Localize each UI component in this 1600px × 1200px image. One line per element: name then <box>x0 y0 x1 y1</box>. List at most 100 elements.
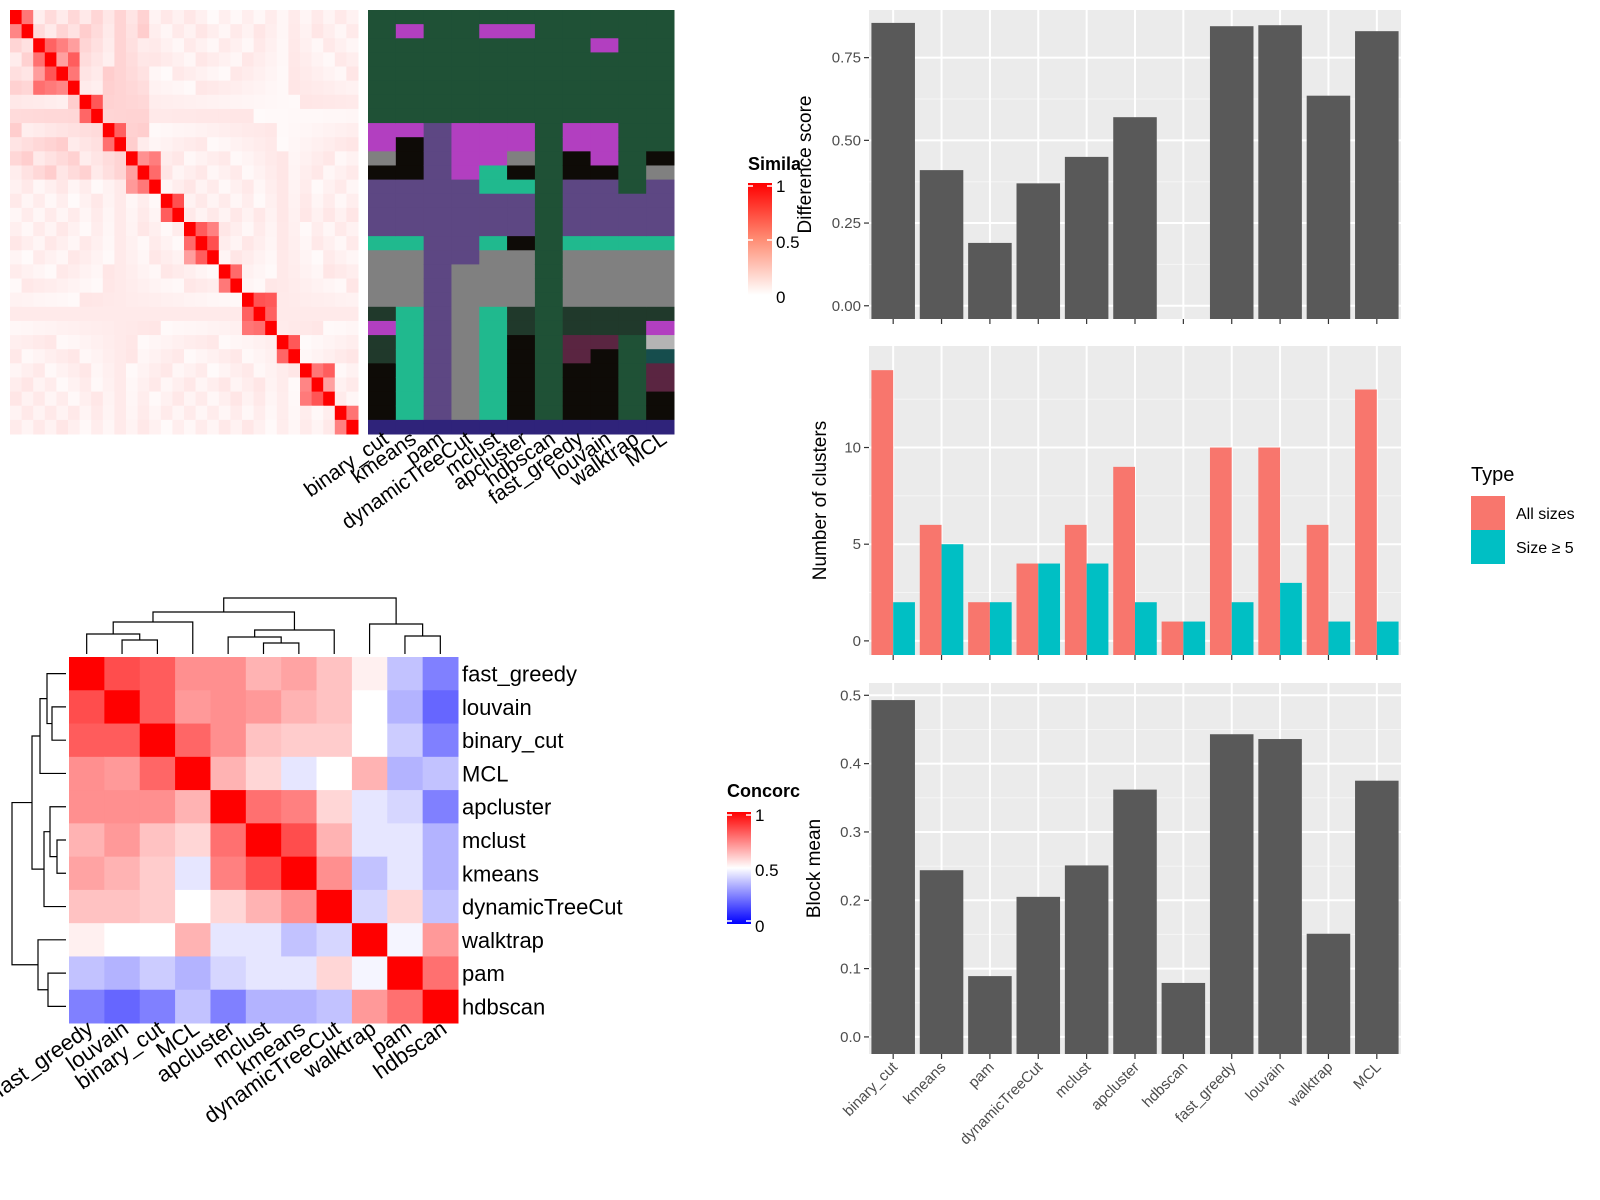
membership-cell <box>368 66 397 82</box>
similarity-cell <box>114 137 127 152</box>
bar <box>1161 621 1184 655</box>
similarity-cell <box>33 292 46 308</box>
membership-cell <box>479 94 508 110</box>
similarity-cell <box>230 405 243 421</box>
similarity-cell <box>346 320 359 336</box>
similarity-cell <box>276 94 289 110</box>
similarity-cell <box>265 320 278 336</box>
similarity-cell <box>323 377 336 393</box>
number-of-clusters-chart: 0 5 10 Number of clusters <box>810 346 1401 660</box>
similarity-cell <box>137 94 150 110</box>
similarity-cell <box>33 335 46 350</box>
membership-cell <box>590 38 619 53</box>
membership-cell <box>395 292 425 308</box>
similarity-cell <box>334 123 347 138</box>
similarity-cell <box>44 193 57 209</box>
membership-cell <box>562 207 592 223</box>
similarity-cell <box>288 108 301 124</box>
similarity-cell <box>172 278 185 294</box>
concordance-cell <box>316 923 353 957</box>
similarity-cell <box>346 349 359 364</box>
membership-cell <box>507 419 536 435</box>
dendrogram-branch <box>49 806 66 858</box>
similarity-cell <box>346 66 359 82</box>
concordance-cell <box>69 856 105 891</box>
similarity-cell <box>10 292 23 308</box>
similarity-cell <box>160 419 173 435</box>
similarity-cell <box>346 222 359 237</box>
concordance-cell <box>316 723 353 758</box>
similarity-cell <box>91 207 104 223</box>
similarity-cell <box>253 278 266 294</box>
membership-cell <box>368 179 397 195</box>
similarity-cell <box>323 349 336 364</box>
similarity-cell <box>21 264 34 280</box>
similarity-cell <box>184 52 197 68</box>
membership-cell <box>395 278 425 294</box>
similarity-cell <box>56 335 69 350</box>
membership-cell <box>618 94 647 110</box>
similarity-cell <box>195 278 208 294</box>
similarity-cell <box>91 193 104 209</box>
membership-cell <box>368 236 397 251</box>
concordance-cell <box>281 723 318 758</box>
similarity-cell <box>242 80 255 96</box>
similarity-cell <box>44 151 57 166</box>
y-tick-label: 10 <box>844 440 861 457</box>
similarity-cell <box>91 80 104 96</box>
membership-cell <box>534 10 564 25</box>
similarity-cell <box>311 278 324 294</box>
similarity-cell <box>265 264 278 280</box>
membership-cell <box>646 363 675 378</box>
similarity-cell <box>276 419 289 435</box>
membership-cell <box>423 179 452 195</box>
similarity-cell <box>323 179 336 195</box>
similarity-cell <box>311 306 324 322</box>
similarity-cell <box>311 236 324 251</box>
similarity-cell <box>230 391 243 407</box>
similarity-cell <box>276 179 289 195</box>
similarity-cell <box>334 320 347 336</box>
similarity-cell <box>242 24 255 39</box>
similarity-cell <box>288 151 301 166</box>
similarity-cell <box>102 207 115 223</box>
membership-cell <box>646 165 675 181</box>
similarity-cell <box>300 222 313 237</box>
y-tick-label: 0.75 <box>832 50 861 67</box>
membership-cell <box>395 108 425 124</box>
membership-cell <box>451 278 480 294</box>
similarity-cell <box>33 222 46 237</box>
similarity-cell <box>91 38 104 53</box>
similarity-cell <box>207 94 220 110</box>
concordance-cell <box>210 823 247 858</box>
similarity-cell <box>126 250 139 265</box>
similarity-cell <box>207 193 220 209</box>
membership-cell <box>479 222 508 237</box>
similarity-cell <box>195 306 208 322</box>
similarity-cell <box>323 363 336 378</box>
y-axis-title: Number of clusters <box>810 421 831 580</box>
similarity-cell <box>44 391 57 407</box>
similarity-cell <box>126 108 139 124</box>
similarity-cell <box>230 151 243 166</box>
similarity-cell <box>126 405 139 421</box>
similarity-cell <box>276 278 289 294</box>
similarity-cell <box>68 66 81 82</box>
similarity-cell <box>230 179 243 195</box>
similarity-cell <box>68 377 81 393</box>
membership-cell <box>479 66 508 82</box>
similarity-cell <box>10 222 23 237</box>
membership-cell <box>368 123 397 138</box>
concordance-cell <box>69 690 105 725</box>
similarity-cell <box>346 24 359 39</box>
concordance-cell <box>175 923 211 957</box>
similarity-cell <box>56 193 69 209</box>
concordance-cell <box>316 756 353 791</box>
similarity-cell <box>230 306 243 322</box>
concordance-cell <box>69 790 105 824</box>
membership-cell <box>395 391 425 407</box>
similarity-cell <box>137 236 150 251</box>
dendrogram-branch <box>404 635 441 654</box>
similarity-cell <box>126 306 139 322</box>
concordance-row-label: walktrap <box>461 928 544 953</box>
